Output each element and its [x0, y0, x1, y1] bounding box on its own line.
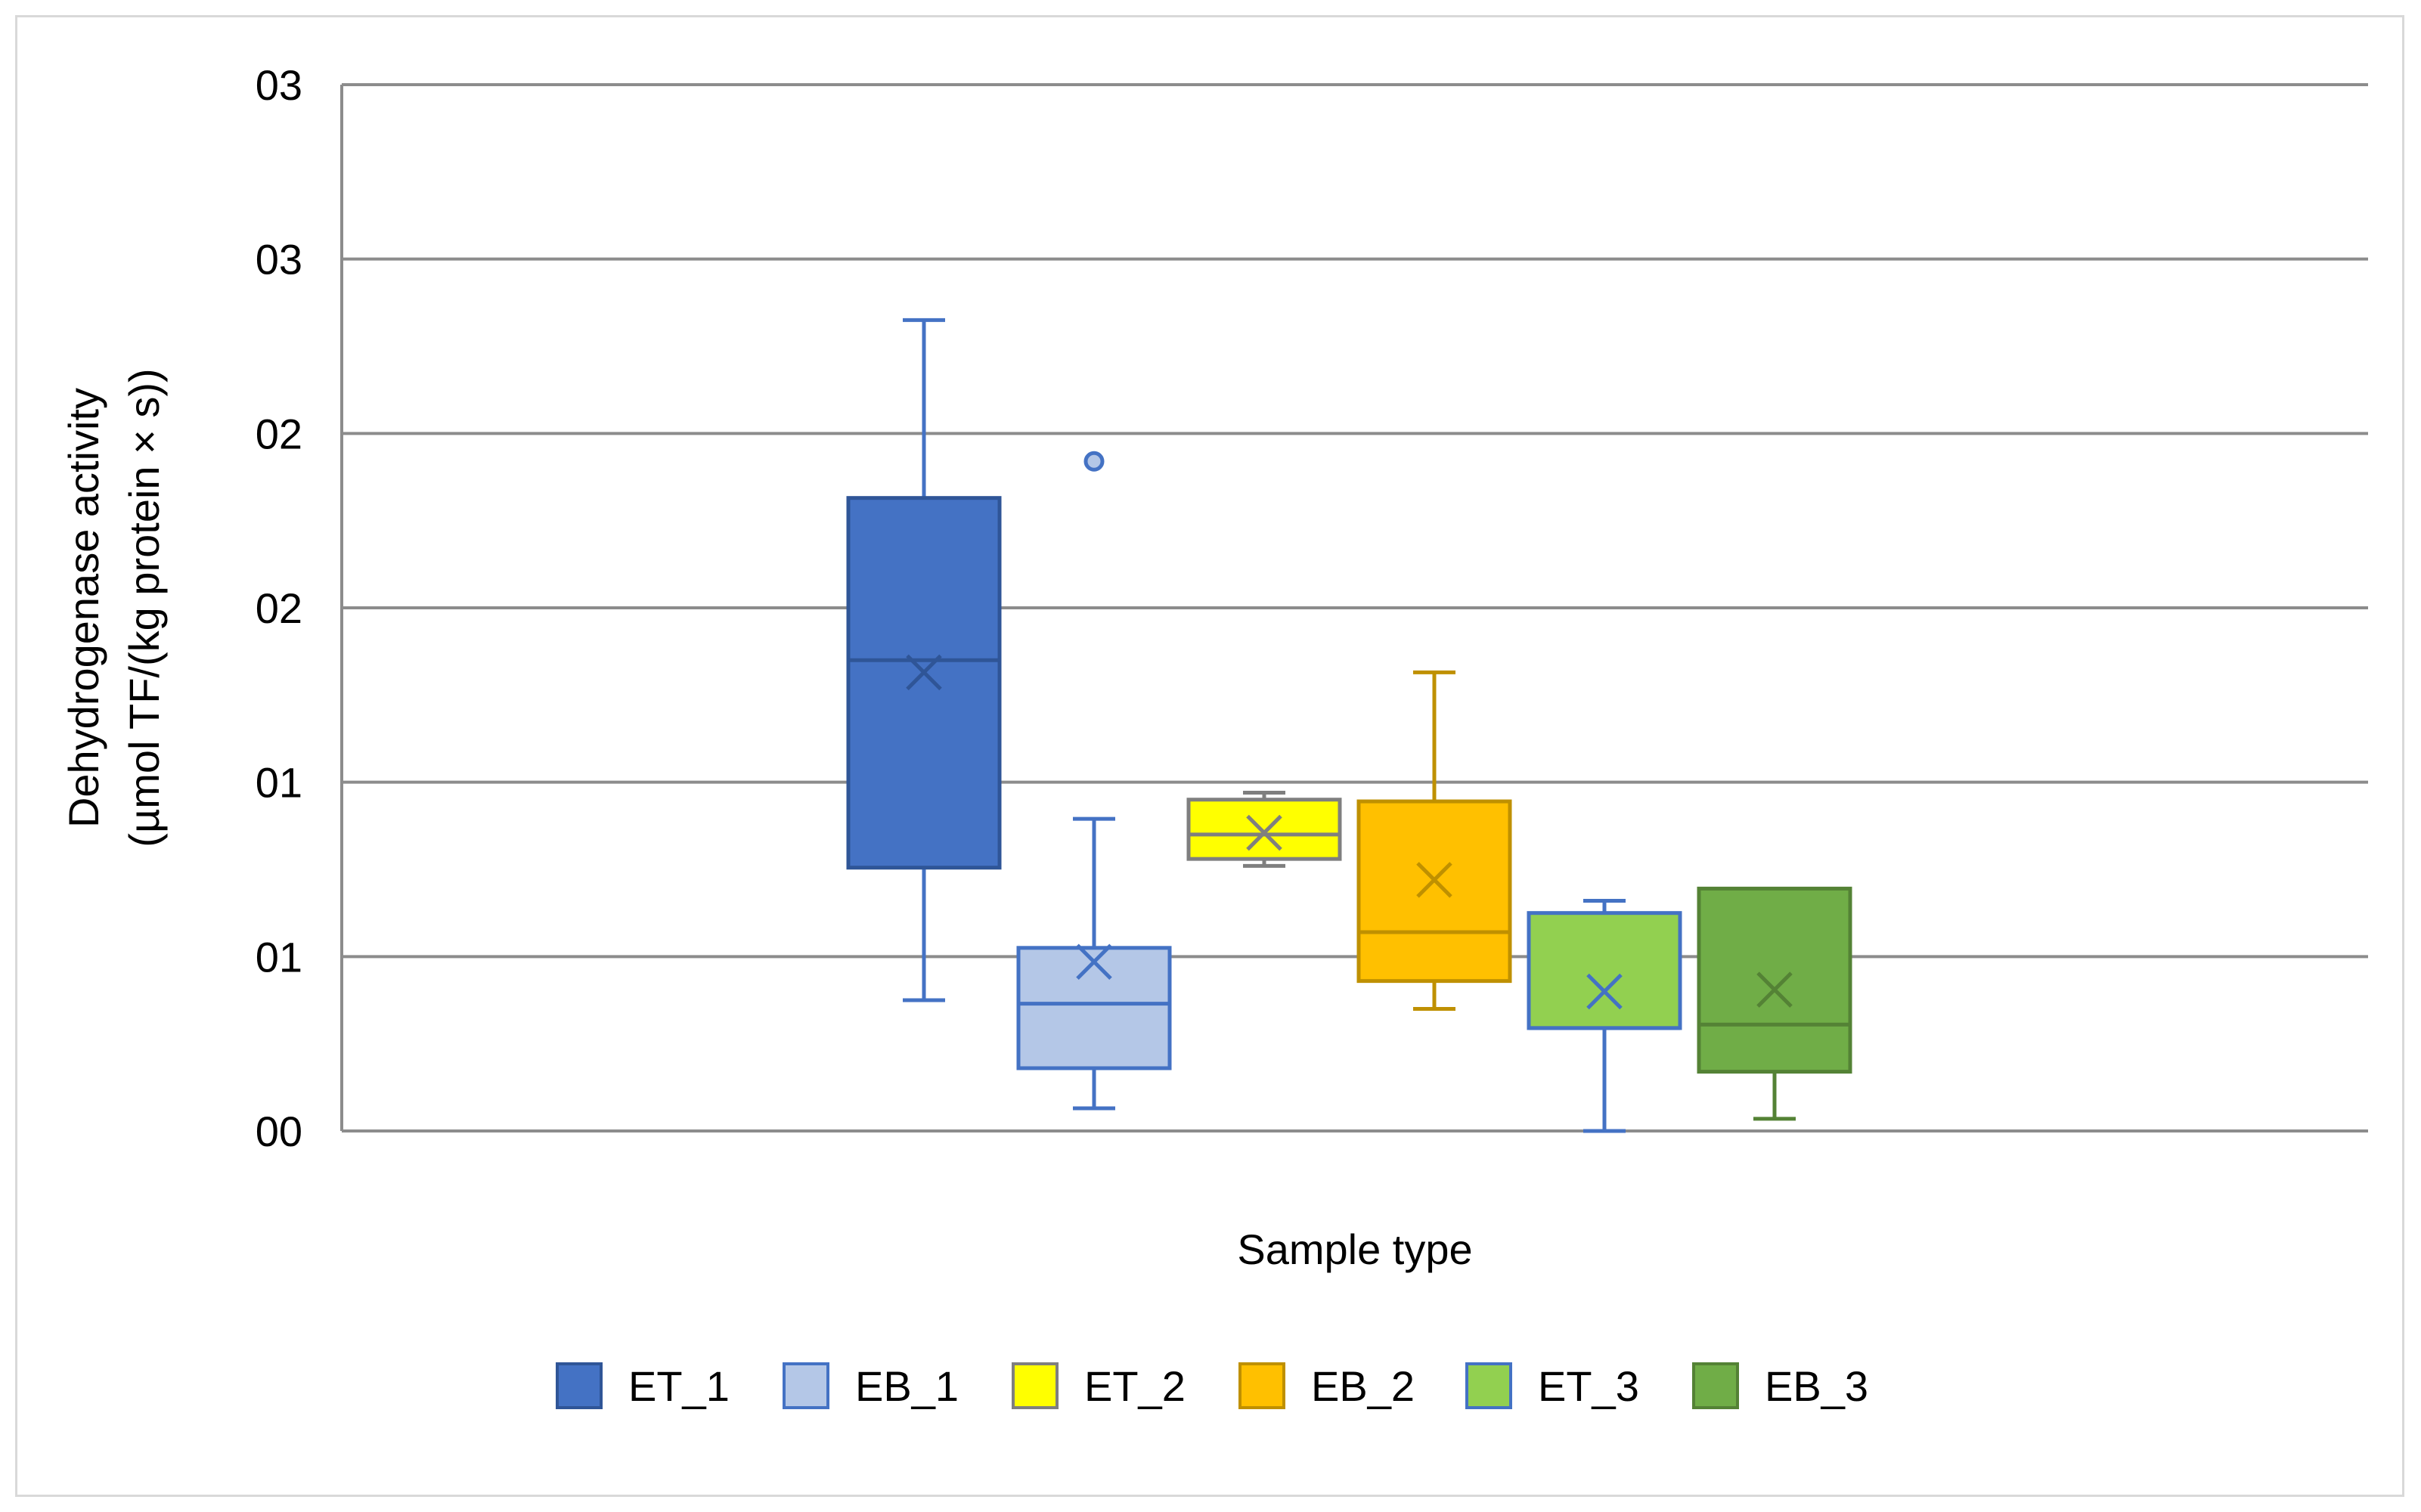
box-body: [1016, 946, 1172, 1070]
mean-marker: [1756, 971, 1793, 1008]
box-body: [1697, 886, 1852, 1074]
legend-item-EB_3: EB_3: [1692, 1362, 1868, 1410]
legend-label: EB_3: [1765, 1362, 1868, 1410]
legend-item-ET_3: ET_3: [1465, 1362, 1639, 1410]
y-tick-label: 03: [256, 61, 302, 109]
legend-swatch: [1012, 1362, 1059, 1409]
legend-label: ET_2: [1084, 1362, 1186, 1410]
box-body: [1186, 798, 1342, 861]
mean-marker: [906, 654, 942, 691]
gridlines: [342, 83, 2368, 1132]
legend-item-EB_2: EB_2: [1238, 1362, 1415, 1410]
mean-marker: [1076, 943, 1112, 981]
y-tick-label: 01: [256, 933, 302, 981]
legend-swatch: [1692, 1362, 1739, 1409]
y-tick-label: 01: [256, 759, 302, 807]
x-axis-title: Sample type: [1237, 1225, 1472, 1273]
y-axis-title-line-1: Dehydrogenase activity: [60, 388, 107, 828]
y-axis-tick-labels: 00 01 01 02 02 03 03: [256, 61, 302, 1155]
y-tick-label: 02: [256, 584, 302, 632]
legend-swatch: [783, 1362, 829, 1409]
mean-marker: [1416, 862, 1452, 898]
box-EB_1: [1016, 451, 1172, 1111]
y-tick-label: 02: [256, 410, 302, 457]
box-ET_3: [1527, 899, 1682, 1133]
chart-frame: [15, 15, 2404, 1497]
legend-item-EB_1: EB_1: [783, 1362, 959, 1410]
box-ET_2: [1186, 791, 1342, 868]
legend-item-ET_1: ET_1: [556, 1362, 730, 1410]
y-tick-label: 03: [256, 236, 302, 284]
legend-swatch: [1465, 1362, 1512, 1409]
y-tick-label: 00: [256, 1108, 302, 1155]
legend-swatch: [1238, 1362, 1285, 1409]
legend: ET_1 EB_1 ET_2 EB_2 ET_3 EB_3: [556, 1362, 1868, 1410]
box-body: [1527, 911, 1682, 1030]
box-EB_2: [1356, 670, 1512, 1012]
legend-swatch: [556, 1362, 603, 1409]
box-body: [1356, 799, 1512, 984]
box-series: [846, 318, 1852, 1133]
box-ET_1: [846, 318, 1002, 1002]
mean-marker: [1246, 814, 1282, 851]
legend-label: ET_1: [628, 1362, 730, 1410]
legend-label: EB_2: [1311, 1362, 1415, 1410]
legend-label: EB_1: [855, 1362, 959, 1410]
y-axis-title-line-2: (µmol TF/(kg protein × s)): [120, 368, 168, 847]
box-EB_3: [1697, 886, 1852, 1121]
box-body: [846, 496, 1002, 870]
outlier-point: [1083, 451, 1105, 472]
mean-marker: [1586, 973, 1623, 1010]
legend-item-ET_2: ET_2: [1012, 1362, 1186, 1410]
legend-label: ET_3: [1538, 1362, 1639, 1410]
